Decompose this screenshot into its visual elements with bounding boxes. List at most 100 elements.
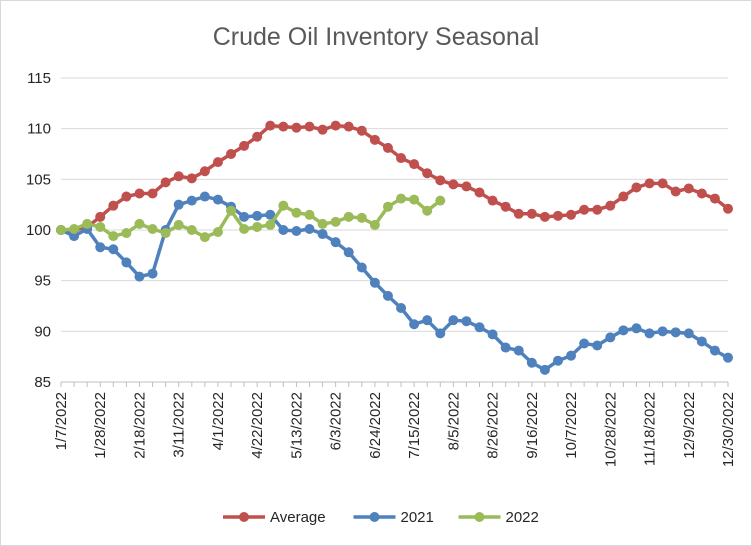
data-point-2022 xyxy=(134,218,145,229)
data-point-2021 xyxy=(212,194,223,205)
data-point-2021 xyxy=(644,328,655,339)
data-point-average xyxy=(474,187,485,198)
data-point-2022 xyxy=(121,228,132,239)
data-point-average xyxy=(696,188,707,199)
y-tick-label: 100 xyxy=(26,222,51,239)
data-point-2021 xyxy=(409,319,420,330)
data-point-2021 xyxy=(95,242,106,253)
data-point-average xyxy=(409,159,420,170)
x-tick-label: 4/22/2022 xyxy=(249,392,266,459)
y-axis-ticks: 85 90 95 100 105 110 115 xyxy=(26,70,51,391)
data-point-2021 xyxy=(592,340,603,351)
data-point-2021 xyxy=(500,342,511,353)
data-point-average xyxy=(134,188,145,199)
data-point-2021 xyxy=(605,332,616,343)
data-point-2021 xyxy=(356,262,367,273)
data-point-2022 xyxy=(422,205,433,216)
data-point-2021 xyxy=(657,326,668,337)
data-point-2021 xyxy=(670,327,681,338)
data-point-2021 xyxy=(199,191,210,202)
data-point-2022 xyxy=(304,209,315,220)
data-point-2021 xyxy=(239,211,250,222)
x-tick-label: 6/3/2022 xyxy=(328,392,345,450)
data-point-average xyxy=(709,193,720,204)
data-point-average xyxy=(291,122,302,133)
data-point-2021 xyxy=(618,325,629,336)
data-point-2021 xyxy=(278,225,289,235)
data-point-2021 xyxy=(369,277,380,288)
data-point-2022 xyxy=(95,221,106,232)
data-point-average xyxy=(304,121,315,132)
data-point-average xyxy=(448,179,459,190)
data-point-average xyxy=(95,211,106,222)
y-tick-label: 110 xyxy=(27,121,51,138)
x-tick-label: 5/13/2022 xyxy=(288,392,305,459)
data-point-2021 xyxy=(422,315,433,326)
x-tick-label: 10/7/2022 xyxy=(563,392,580,459)
x-tick-label: 12/30/2022 xyxy=(720,392,737,467)
data-point-average xyxy=(552,210,563,221)
data-point-average xyxy=(278,121,289,132)
data-point-average xyxy=(382,142,393,153)
data-point-average xyxy=(199,166,210,177)
data-point-average xyxy=(566,209,577,220)
data-point-2022 xyxy=(160,228,171,239)
x-tick-label: 6/24/2022 xyxy=(367,392,384,459)
data-point-2022 xyxy=(108,231,119,242)
data-point-average xyxy=(683,183,694,194)
data-point-2021 xyxy=(709,345,720,356)
x-tick-label: 8/26/2022 xyxy=(485,392,502,459)
data-point-2021 xyxy=(317,229,328,240)
data-point-average xyxy=(631,182,642,193)
data-point-average xyxy=(265,120,276,131)
data-point-2022 xyxy=(382,201,393,212)
data-point-2021 xyxy=(552,355,563,366)
data-point-2021 xyxy=(631,323,642,334)
data-point-2022 xyxy=(291,207,302,218)
data-point-2021 xyxy=(539,364,550,375)
data-point-average xyxy=(526,208,537,219)
data-point-average xyxy=(461,181,472,192)
y-tick-label: 95 xyxy=(34,273,51,290)
data-point-2022 xyxy=(186,225,197,235)
data-point-2021 xyxy=(513,345,524,356)
y-tick-label: 90 xyxy=(34,323,51,340)
x-tick-label: 4/1/2022 xyxy=(210,392,227,450)
data-point-average xyxy=(670,186,681,197)
data-point-2021 xyxy=(343,247,354,258)
data-point-average xyxy=(605,200,616,211)
data-point-average xyxy=(618,191,629,202)
data-point-2021 xyxy=(134,271,145,282)
data-point-2021 xyxy=(382,290,393,301)
data-point-2021 xyxy=(330,237,341,248)
data-point-2022 xyxy=(147,223,158,234)
data-point-2021 xyxy=(435,328,446,339)
data-point-2021 xyxy=(252,210,263,221)
data-point-average xyxy=(226,149,237,159)
data-point-2021 xyxy=(448,315,459,326)
data-point-2022 xyxy=(317,218,328,229)
data-point-2021 xyxy=(579,338,590,349)
x-tick-label: 12/9/2022 xyxy=(681,392,698,459)
data-point-average xyxy=(343,121,354,132)
data-point-average xyxy=(330,120,341,131)
data-point-average xyxy=(356,125,367,136)
x-tick-label: 7/15/2022 xyxy=(406,392,423,459)
data-point-2022 xyxy=(409,194,420,205)
legend-label-2021: 2021 xyxy=(401,509,434,526)
data-point-2021 xyxy=(147,268,158,279)
data-point-average xyxy=(212,157,223,168)
data-point-2022 xyxy=(82,218,93,229)
data-point-average xyxy=(239,140,250,151)
data-point-2022 xyxy=(212,227,223,238)
data-point-2021 xyxy=(291,226,302,237)
legend-swatch-marker-2022 xyxy=(474,512,485,522)
legend-label-average: Average xyxy=(270,509,326,526)
legend-swatch-marker-average xyxy=(239,512,249,522)
data-point-average xyxy=(369,134,380,145)
data-point-2021 xyxy=(696,336,707,347)
legend-label-2022: 2022 xyxy=(506,509,539,526)
data-point-2021 xyxy=(108,244,119,255)
data-point-2021 xyxy=(304,223,315,234)
